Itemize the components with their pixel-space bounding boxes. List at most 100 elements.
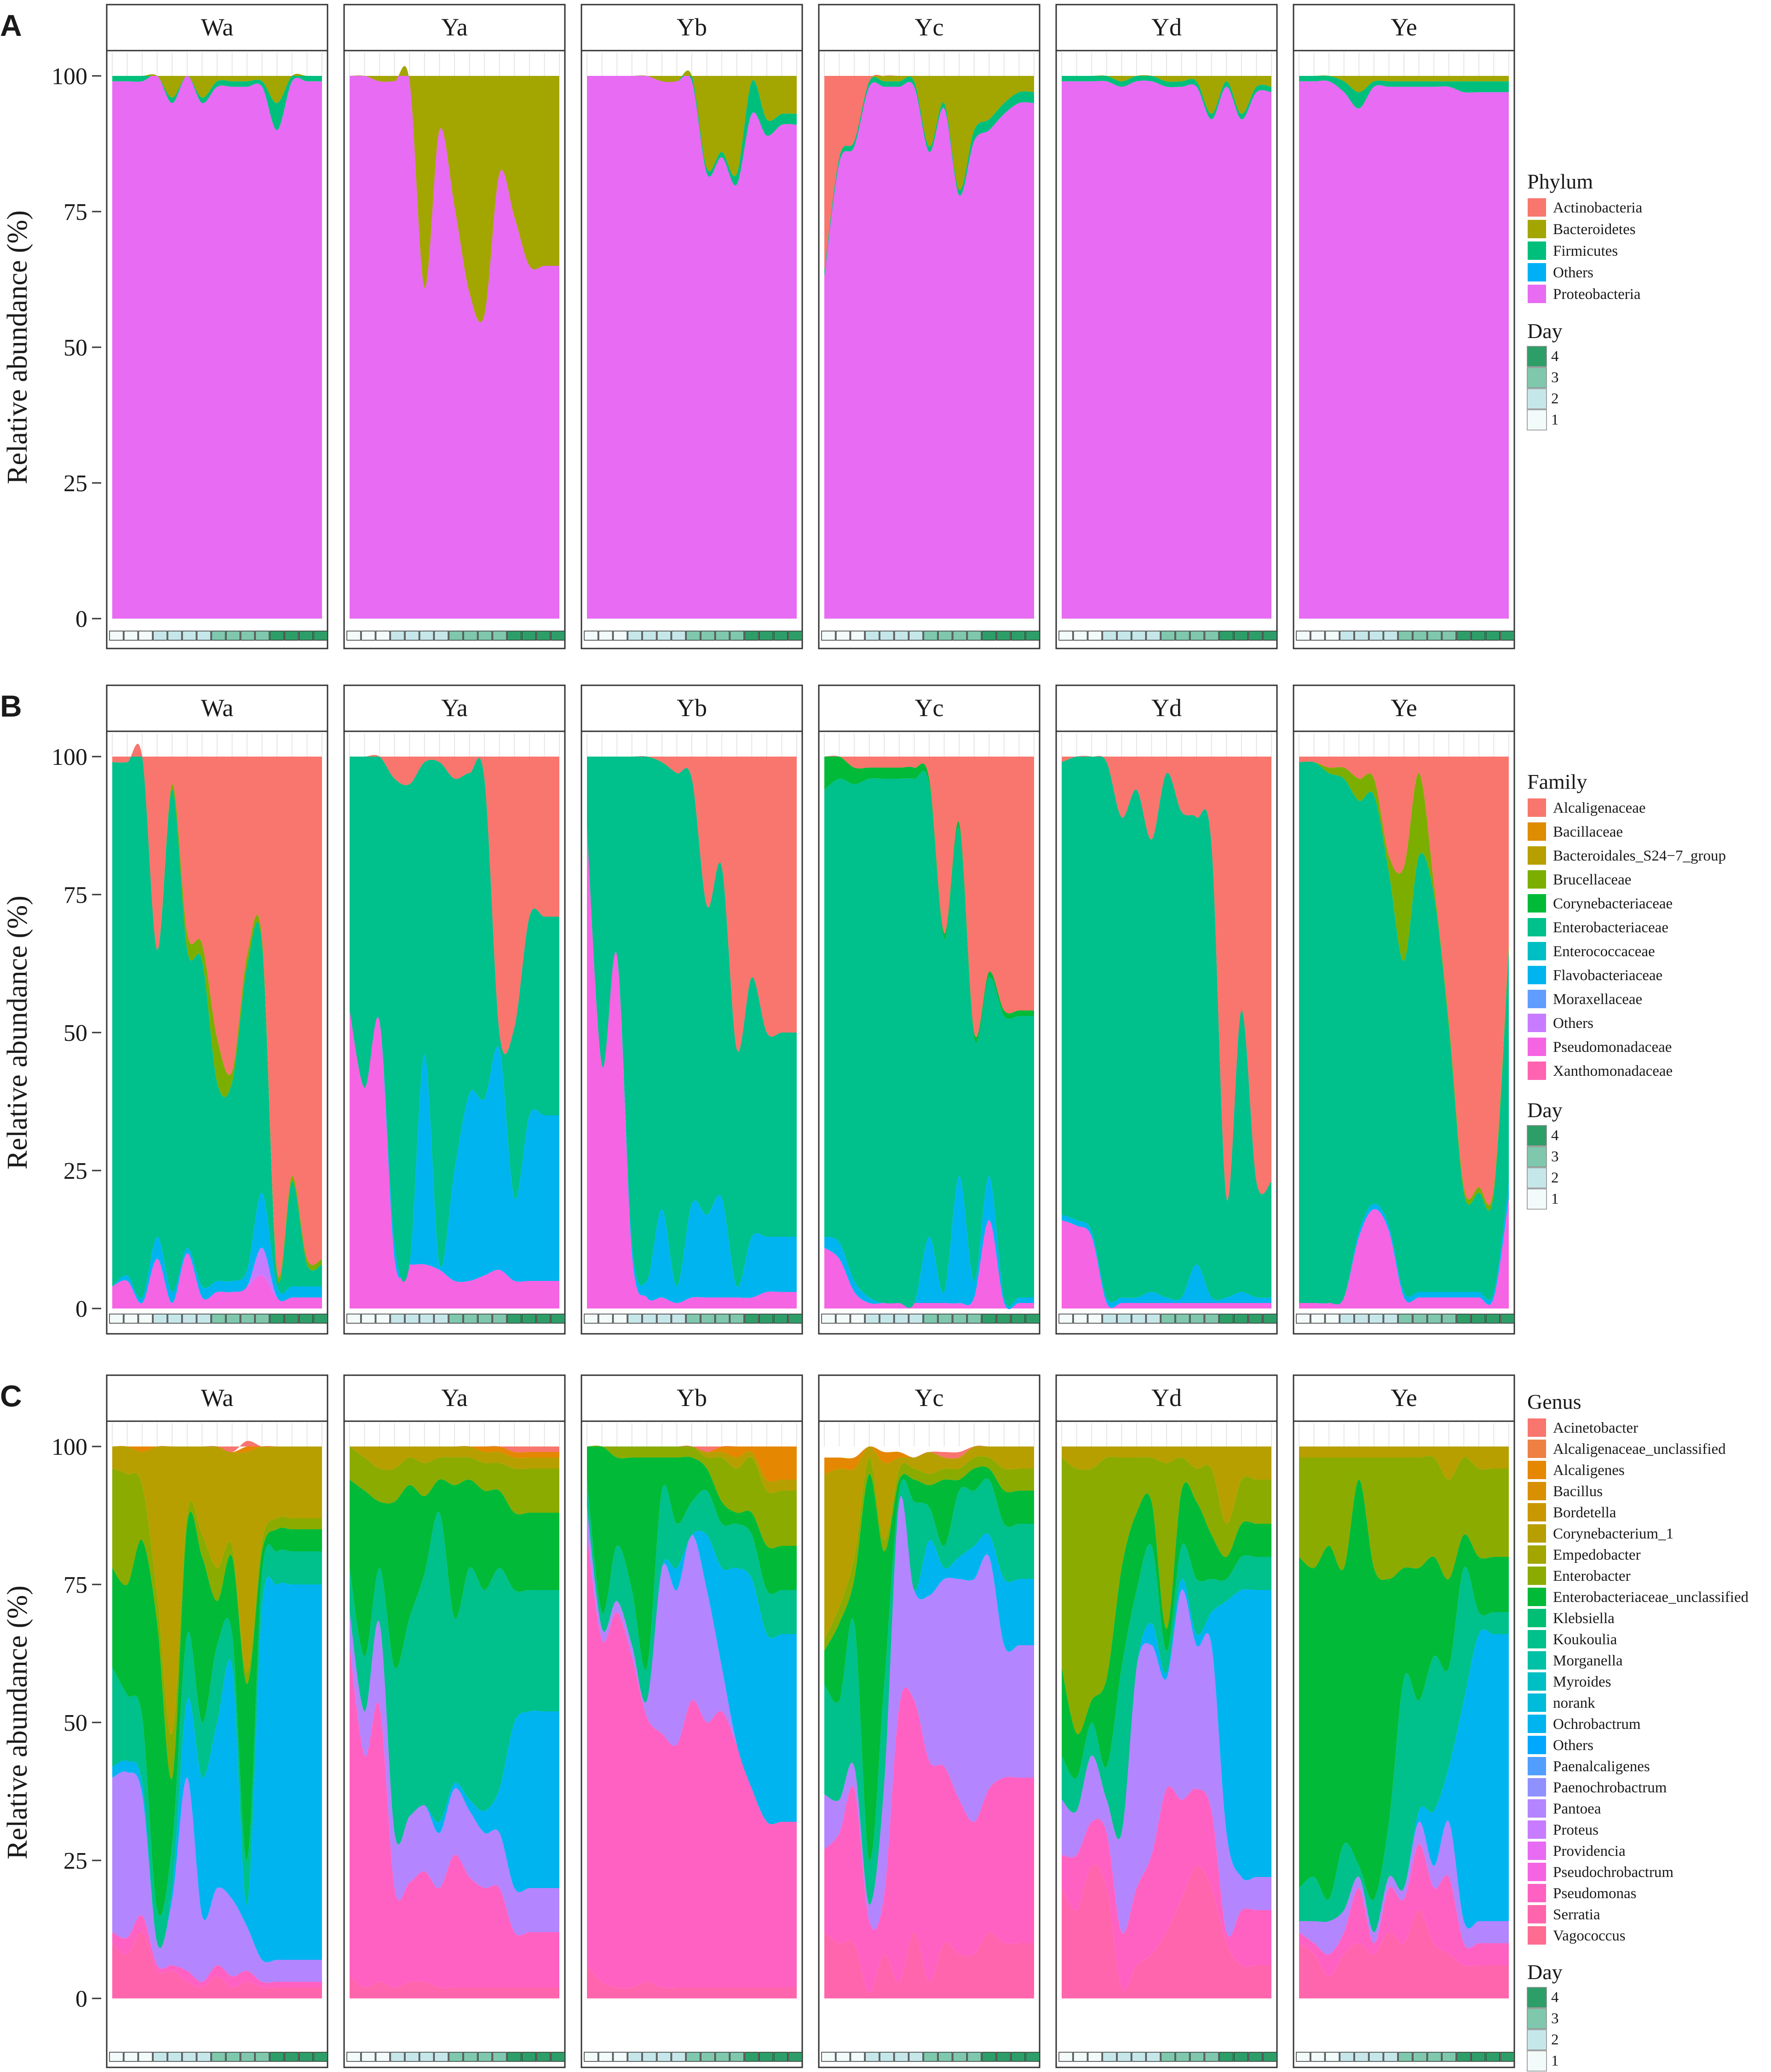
panel-C: C Relative abundance (%) 0 25 50 75 100 Wa Ya Yb Y… xyxy=(0,1374,1749,2072)
legend-swatch xyxy=(1527,1735,1547,1755)
area-pseudomonas xyxy=(1299,1843,1509,1976)
day-cell xyxy=(536,631,551,641)
y-tick-label: 0 xyxy=(75,606,87,632)
day-cell xyxy=(1204,1314,1219,1324)
day-cell xyxy=(1413,631,1427,641)
day-cell xyxy=(1175,631,1190,641)
day-cell xyxy=(1310,1314,1325,1324)
legend-day-label: 1 xyxy=(1551,2053,1559,2069)
day-cell xyxy=(1398,2052,1413,2062)
area-pseudomonadaceae xyxy=(587,828,797,1309)
day-cell xyxy=(361,1314,376,1324)
area-proteobacteria xyxy=(824,82,1034,619)
day-cell xyxy=(1485,631,1501,641)
legend-day-swatch xyxy=(1527,1146,1547,1167)
day-cell xyxy=(1263,631,1277,641)
day-cell xyxy=(226,631,241,641)
day-cell xyxy=(1296,631,1311,641)
legend-label: Paenochrobactrum xyxy=(1553,1779,1667,1796)
day-cell xyxy=(821,2052,836,2062)
legend-swatch xyxy=(1527,1819,1547,1840)
y-tick-label: 0 xyxy=(75,1986,87,2012)
legend-swatch xyxy=(1527,1925,1547,1946)
day-cell xyxy=(313,1314,328,1324)
day-cell xyxy=(226,1314,241,1324)
facet-label: Yb xyxy=(677,1384,707,1412)
facet-Yc: Yc xyxy=(818,684,1041,1335)
day-cell xyxy=(1383,2052,1398,2062)
area-flavobacteriaceae xyxy=(587,828,797,1303)
day-cell xyxy=(744,631,759,641)
day-cell xyxy=(1175,2052,1190,2062)
area-pantoea xyxy=(824,1495,1034,1930)
day-cell xyxy=(138,1314,153,1324)
area-firmicutes xyxy=(1062,75,1271,120)
day-cell xyxy=(656,631,672,641)
day-cell xyxy=(982,631,996,641)
day-cell xyxy=(1219,2052,1234,2062)
day-cell xyxy=(211,2052,226,2062)
day-cell xyxy=(153,2052,167,2062)
legend-swatch xyxy=(1527,1608,1547,1628)
day-cell xyxy=(1248,2052,1263,2062)
area-ochrobactrum xyxy=(350,1612,559,1892)
area-alcaligenaceae xyxy=(350,755,559,1054)
area-enterobacteriaceae xyxy=(112,744,322,1299)
day-cell xyxy=(405,631,420,641)
facet-Yc: Yc xyxy=(818,1374,1041,2068)
legend-swatch xyxy=(1527,219,1547,239)
panel-letter: C xyxy=(0,1379,22,1413)
day-cell xyxy=(1427,1314,1442,1324)
facet-strip xyxy=(818,684,1041,732)
day-cell xyxy=(1500,1314,1515,1324)
day-cell xyxy=(686,1314,701,1324)
area-pantoea xyxy=(587,1507,797,1825)
day-cell xyxy=(1368,2052,1384,2062)
y-tick-label: 25 xyxy=(63,471,87,497)
legend-label: Bacillus xyxy=(1553,1483,1603,1500)
legend-swatch xyxy=(1527,1841,1547,1861)
day-cell xyxy=(419,631,434,641)
day-cell xyxy=(1485,1314,1501,1324)
day-cell xyxy=(419,2052,434,2062)
legend-title: Genus xyxy=(1527,1390,1581,1413)
day-cell xyxy=(1161,1314,1175,1324)
day-cell xyxy=(551,1314,565,1324)
day-cell xyxy=(1340,1314,1354,1324)
legend-swatch xyxy=(1527,1460,1547,1480)
y-axis-label: Relative abundance (%) xyxy=(2,1585,33,1860)
day-cell xyxy=(375,2052,390,2062)
day-cell xyxy=(167,2052,182,2062)
day-cell xyxy=(390,1314,405,1324)
day-cell xyxy=(284,631,299,641)
area-bacteroidetes xyxy=(350,66,559,322)
area-enterobacteriaceae xyxy=(1062,756,1271,1303)
area-corynebacteriaceae xyxy=(824,756,1034,1043)
area-koukoulia xyxy=(1062,1544,1271,1839)
legend-swatch xyxy=(1527,1481,1547,1501)
day-cell xyxy=(1011,1314,1026,1324)
day-cell xyxy=(1310,2052,1325,2062)
facet-Yb: Yb xyxy=(581,4,803,649)
facet-label: Ye xyxy=(1391,1384,1417,1412)
day-cell xyxy=(448,1314,463,1324)
y-tick-label: 0 xyxy=(75,1296,87,1322)
facet-strip xyxy=(1055,1374,1278,1422)
day-cell xyxy=(477,2052,493,2062)
day-cell xyxy=(109,1314,124,1324)
day-cell xyxy=(448,631,463,641)
area-pseudomonas xyxy=(587,1535,797,1988)
area-pseudomonadaceae xyxy=(824,1220,1034,1309)
legend-label: Bacteroidales_S24−7_group xyxy=(1553,848,1726,864)
area-ochrobactrum xyxy=(112,1576,322,1963)
legend-label: Alcaligenaceae xyxy=(1553,800,1646,816)
day-cell xyxy=(1073,1314,1088,1324)
day-cell xyxy=(536,2052,551,2062)
day-cell xyxy=(1456,631,1471,641)
day-cell xyxy=(744,2052,759,2062)
facet-Yc: Yc xyxy=(818,4,1041,649)
legend-day-title: Day xyxy=(1527,319,1563,343)
day-cell xyxy=(759,631,774,641)
legend-swatch xyxy=(1527,284,1547,304)
facet-label: Yc xyxy=(915,1384,944,1412)
